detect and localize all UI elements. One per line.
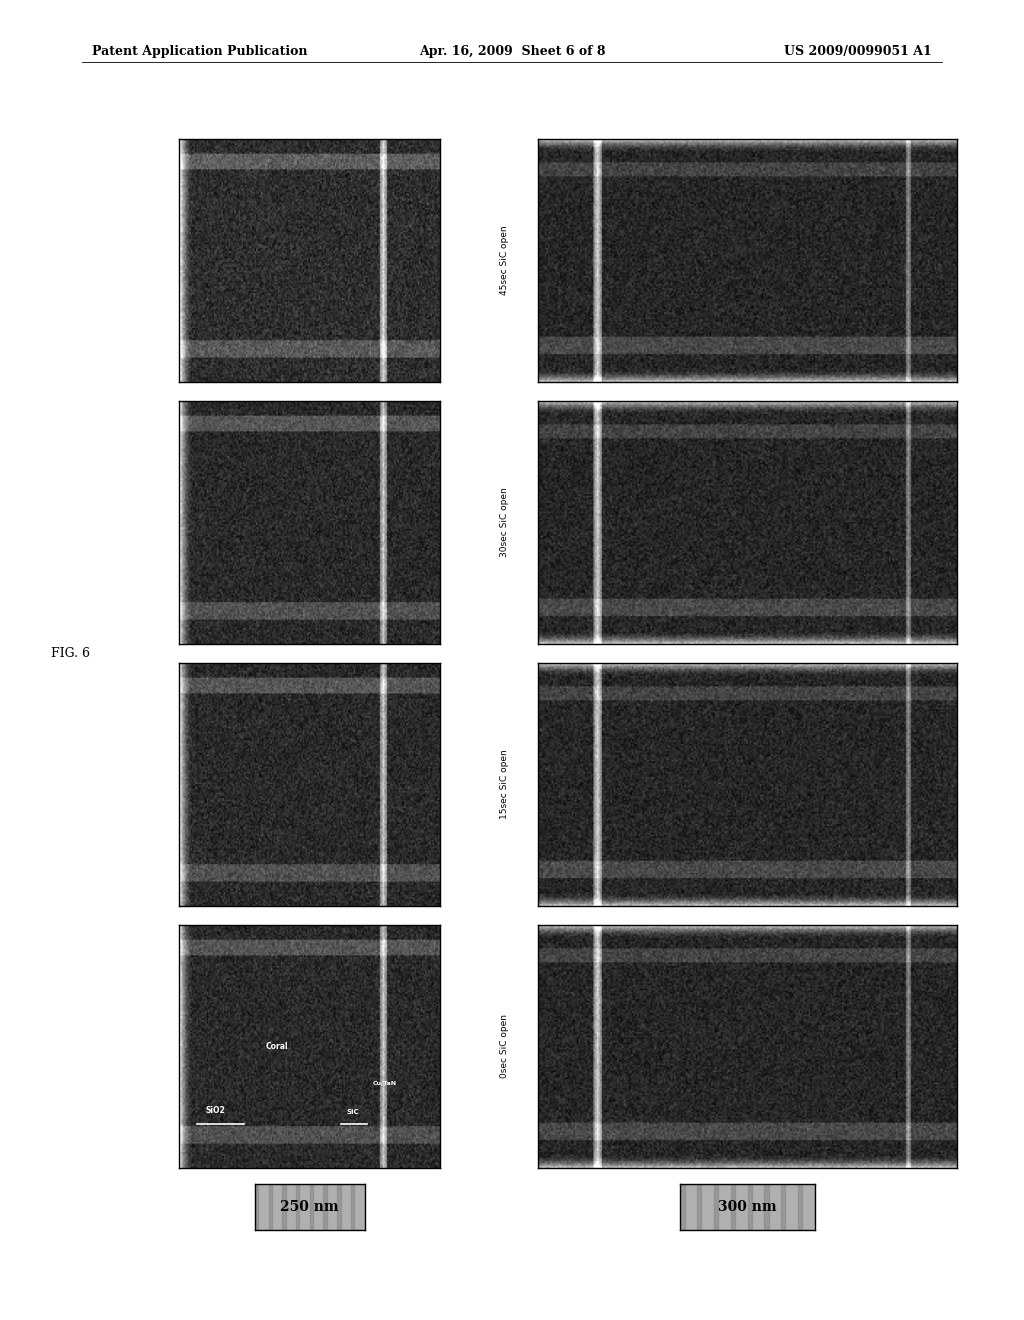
Text: SiO2: SiO2 [205,1106,225,1114]
Text: Apr. 16, 2009  Sheet 6 of 8: Apr. 16, 2009 Sheet 6 of 8 [419,45,605,58]
Text: Coral: Coral [265,1041,288,1051]
Bar [748,1184,752,1230]
Bar [764,1184,768,1230]
Text: 250 nm: 250 nm [281,1200,339,1214]
Bar [324,1184,327,1230]
Text: 0sec SiC open: 0sec SiC open [501,1015,509,1078]
Text: 300 nm: 300 nm [718,1200,777,1214]
Text: Cu/TaN: Cu/TaN [373,1081,396,1085]
Bar [268,1184,272,1230]
Text: 30sec SiC open: 30sec SiC open [501,487,509,557]
Bar [798,1184,802,1230]
Bar [255,1184,258,1230]
Text: FIG. 6: FIG. 6 [51,647,90,660]
Bar [680,1184,684,1230]
Text: 15sec SiC open: 15sec SiC open [501,750,509,820]
Text: 45sec SiC open: 45sec SiC open [501,226,509,296]
Bar [309,1184,313,1230]
Bar [697,1184,701,1230]
Text: Patent Application Publication: Patent Application Publication [92,45,307,58]
Bar [283,1184,286,1230]
Bar [714,1184,718,1230]
Bar [296,1184,299,1230]
Bar [781,1184,785,1230]
Bar [351,1184,354,1230]
Bar [337,1184,341,1230]
Bar [731,1184,735,1230]
Text: SiC: SiC [346,1109,359,1114]
Text: US 2009/0099051 A1: US 2009/0099051 A1 [784,45,932,58]
